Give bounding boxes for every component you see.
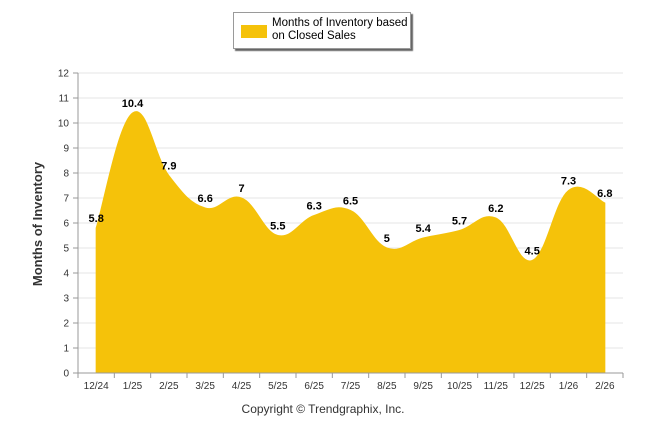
x-tick-label: 6/25	[304, 381, 324, 392]
legend-label: Months of Inventory based on Closed Sale…	[272, 17, 408, 42]
x-tick-label: 10/25	[447, 381, 472, 392]
data-label: 5.5	[270, 221, 285, 233]
x-tick-label: 1/26	[559, 381, 579, 392]
y-tick-label: 0	[63, 369, 69, 380]
y-tick-label: 1	[63, 344, 69, 355]
data-label: 6.6	[198, 193, 213, 205]
x-tick-label: 7/25	[341, 381, 361, 392]
data-labels: 5.8 10.4 7.9 6.6 7 5.5 6.3 6.5 5 5.4 5.7 6.2 4.5 7.3 6…	[89, 98, 613, 258]
data-label: 4.5	[525, 246, 540, 258]
x-tick-labels: 12/24 1/25 2/25 3/25 4/25 5/25 6/25 7/25 8/25 9/2…	[84, 381, 615, 392]
data-label: 6.3	[307, 201, 322, 213]
data-label: 7	[238, 183, 244, 195]
data-label: 5	[384, 233, 390, 245]
y-tick-label: 2	[63, 319, 69, 330]
y-tick-label: 7	[63, 194, 69, 205]
x-tick-label: 12/25	[520, 381, 545, 392]
data-label: 6.8	[597, 188, 612, 200]
y-tick-label: 10	[58, 119, 70, 130]
x-tick-label: 4/25	[232, 381, 252, 392]
y-tick-label: 12	[58, 69, 70, 80]
area-fill[interactable]	[95, 111, 606, 374]
legend-swatch	[241, 25, 267, 38]
data-label: 7.9	[161, 161, 176, 173]
x-tick-label: 8/25	[377, 381, 397, 392]
x-tick-label: 1/25	[123, 381, 143, 392]
x-tick-label: 2/26	[595, 381, 615, 392]
y-tick-label: 8	[63, 169, 69, 180]
x-tick-label: 12/24	[84, 381, 109, 392]
area-series	[95, 111, 606, 374]
x-tick-label: 11/25	[484, 381, 509, 392]
data-label: 5.7	[452, 216, 467, 228]
y-tick-label: 9	[63, 144, 69, 155]
x-tick-label: 5/25	[268, 381, 288, 392]
data-label: 5.8	[89, 213, 104, 225]
y-tick-label: 4	[63, 269, 69, 280]
y-tick-label: 6	[63, 219, 69, 230]
x-tick-label: 2/25	[159, 381, 179, 392]
data-label: 7.3	[561, 176, 576, 188]
data-label: 5.4	[416, 223, 432, 235]
axes	[73, 72, 624, 378]
y-axis-label: Months of Inventory	[30, 161, 45, 286]
y-tick-label: 5	[63, 244, 69, 255]
x-tick-label: 3/25	[195, 381, 215, 392]
data-label: 10.4	[122, 98, 144, 110]
legend[interactable]: Months of Inventory based on Closed Sale…	[233, 12, 411, 49]
x-tick-label: 9/25	[413, 381, 433, 392]
copyright-text: Copyright © Trendgraphix, Inc.	[241, 402, 405, 416]
data-label: 6.2	[488, 203, 503, 215]
y-tick-label: 11	[59, 94, 70, 105]
data-label: 6.5	[343, 196, 358, 208]
y-tick-label: 3	[63, 294, 69, 305]
